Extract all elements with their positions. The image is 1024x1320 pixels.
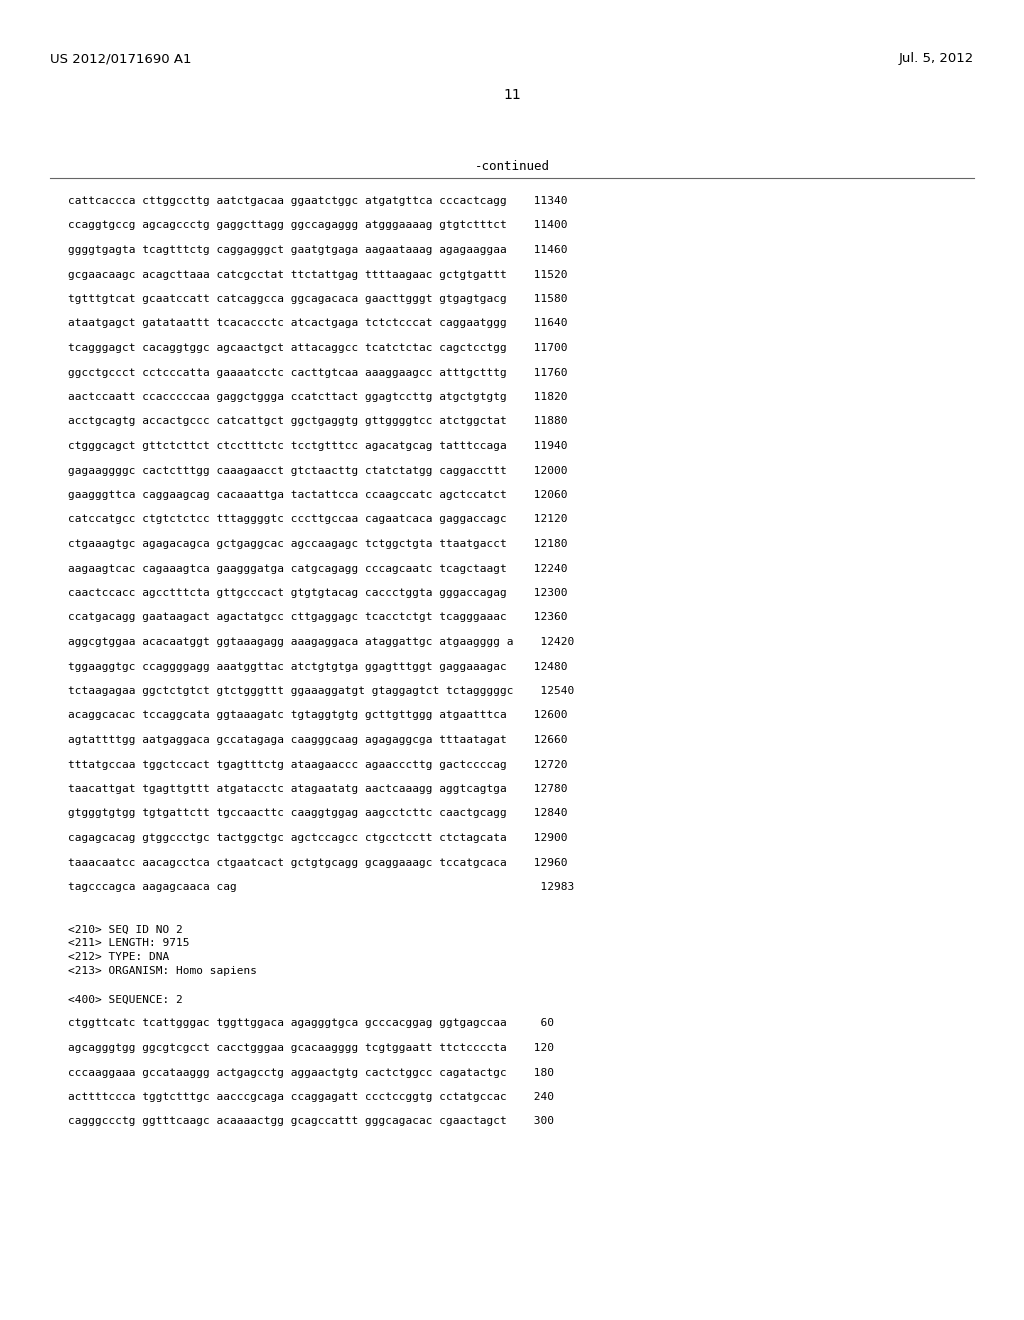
Text: cccaaggaaa gccataaggg actgagcctg aggaactgtg cactctggcc cagatactgc    180: cccaaggaaa gccataaggg actgagcctg aggaact…: [68, 1068, 554, 1077]
Text: ccatgacagg gaataagact agactatgcc cttgaggagc tcacctctgt tcagggaaac    12360: ccatgacagg gaataagact agactatgcc cttgagg…: [68, 612, 567, 623]
Text: <400> SEQUENCE: 2: <400> SEQUENCE: 2: [68, 994, 182, 1005]
Text: taaacaatcc aacagcctca ctgaatcact gctgtgcagg gcaggaaagc tccatgcaca    12960: taaacaatcc aacagcctca ctgaatcact gctgtgc…: [68, 858, 567, 867]
Text: cagagcacag gtggccctgc tactggctgc agctccagcc ctgcctcctt ctctagcata    12900: cagagcacag gtggccctgc tactggctgc agctcca…: [68, 833, 567, 843]
Text: <212> TYPE: DNA: <212> TYPE: DNA: [68, 953, 169, 962]
Text: taacattgat tgagttgttt atgatacctc atagaatatg aactcaaagg aggtcagtga    12780: taacattgat tgagttgttt atgatacctc atagaat…: [68, 784, 567, 795]
Text: gagaaggggc cactctttgg caaagaacct gtctaacttg ctatctatgg caggaccttt    12000: gagaaggggc cactctttgg caaagaacct gtctaac…: [68, 466, 567, 475]
Text: gaagggttca caggaagcag cacaaattga tactattcca ccaagccatc agctccatct    12060: gaagggttca caggaagcag cacaaattga tactatt…: [68, 490, 567, 500]
Text: tgtttgtcat gcaatccatt catcaggcca ggcagacaca gaacttgggt gtgagtgacg    11580: tgtttgtcat gcaatccatt catcaggcca ggcagac…: [68, 294, 567, 304]
Text: caactccacc agcctttcta gttgcccact gtgtgtacag caccctggta gggaccagag    12300: caactccacc agcctttcta gttgcccact gtgtgta…: [68, 587, 567, 598]
Text: tttatgccaa tggctccact tgagtttctg ataagaaccc agaacccttg gactccccag    12720: tttatgccaa tggctccact tgagtttctg ataagaa…: [68, 759, 567, 770]
Text: acctgcagtg accactgccc catcattgct ggctgaggtg gttggggtcc atctggctat    11880: acctgcagtg accactgccc catcattgct ggctgag…: [68, 417, 567, 426]
Text: agcagggtgg ggcgtcgcct cacctgggaa gcacaagggg tcgtggaatt ttctccccta    120: agcagggtgg ggcgtcgcct cacctgggaa gcacaag…: [68, 1043, 554, 1053]
Text: tcagggagct cacaggtggc agcaactgct attacaggcc tcatctctac cagctcctgg    11700: tcagggagct cacaggtggc agcaactgct attacag…: [68, 343, 567, 352]
Text: ataatgagct gatataattt tcacaccctc atcactgaga tctctcccat caggaatggg    11640: ataatgagct gatataattt tcacaccctc atcactg…: [68, 318, 567, 329]
Text: cagggccctg ggtttcaagc acaaaactgg gcagccattt gggcagacac cgaactagct    300: cagggccctg ggtttcaagc acaaaactgg gcagcca…: [68, 1117, 554, 1126]
Text: catccatgcc ctgtctctcc tttaggggtc cccttgccaa cagaatcaca gaggaccagc    12120: catccatgcc ctgtctctcc tttaggggtc cccttgc…: [68, 515, 567, 524]
Text: aactccaatt ccacccccaa gaggctggga ccatcttact ggagtccttg atgctgtgtg    11820: aactccaatt ccacccccaa gaggctggga ccatctt…: [68, 392, 567, 403]
Text: ctggttcatc tcattgggac tggttggaca agagggtgca gcccacggag ggtgagccaa     60: ctggttcatc tcattgggac tggttggaca agagggt…: [68, 1019, 554, 1028]
Text: aagaagtcac cagaaagtca gaagggatga catgcagagg cccagcaatc tcagctaagt    12240: aagaagtcac cagaaagtca gaagggatga catgcag…: [68, 564, 567, 573]
Text: tggaaggtgc ccaggggagg aaatggttac atctgtgtga ggagtttggt gaggaaagac    12480: tggaaggtgc ccaggggagg aaatggttac atctgtg…: [68, 661, 567, 672]
Text: US 2012/0171690 A1: US 2012/0171690 A1: [50, 51, 191, 65]
Text: -continued: -continued: [474, 160, 550, 173]
Text: ctgggcagct gttctcttct ctcctttctc tcctgtttcc agacatgcag tatttccaga    11940: ctgggcagct gttctcttct ctcctttctc tcctgtt…: [68, 441, 567, 451]
Text: cattcaccca cttggccttg aatctgacaa ggaatctggc atgatgttca cccactcagg    11340: cattcaccca cttggccttg aatctgacaa ggaatct…: [68, 195, 567, 206]
Text: gcgaacaagc acagcttaaa catcgcctat ttctattgag ttttaagaac gctgtgattt    11520: gcgaacaagc acagcttaaa catcgcctat ttctatt…: [68, 269, 567, 280]
Text: acttttccca tggtctttgc aacccgcaga ccaggagatt ccctccggtg cctatgccac    240: acttttccca tggtctttgc aacccgcaga ccaggag…: [68, 1092, 554, 1102]
Text: aggcgtggaa acacaatggt ggtaaagagg aaagaggaca ataggattgc atgaagggg a    12420: aggcgtggaa acacaatggt ggtaaagagg aaagagg…: [68, 638, 574, 647]
Text: ctgaaagtgc agagacagca gctgaggcac agccaagagc tctggctgta ttaatgacct    12180: ctgaaagtgc agagacagca gctgaggcac agccaag…: [68, 539, 567, 549]
Text: <213> ORGANISM: Homo sapiens: <213> ORGANISM: Homo sapiens: [68, 966, 257, 977]
Text: <210> SEQ ID NO 2: <210> SEQ ID NO 2: [68, 924, 182, 935]
Text: ggggtgagta tcagtttctg caggagggct gaatgtgaga aagaataaag agagaaggaa    11460: ggggtgagta tcagtttctg caggagggct gaatgtg…: [68, 246, 567, 255]
Text: Jul. 5, 2012: Jul. 5, 2012: [899, 51, 974, 65]
Text: 11: 11: [503, 88, 521, 102]
Text: gtgggtgtgg tgtgattctt tgccaacttc caaggtggag aagcctcttc caactgcagg    12840: gtgggtgtgg tgtgattctt tgccaacttc caaggtg…: [68, 808, 567, 818]
Text: tagcccagca aagagcaaca cag                                             12983: tagcccagca aagagcaaca cag 12983: [68, 882, 574, 892]
Text: agtattttgg aatgaggaca gccatagaga caagggcaag agagaggcga tttaatagat    12660: agtattttgg aatgaggaca gccatagaga caagggc…: [68, 735, 567, 744]
Text: <211> LENGTH: 9715: <211> LENGTH: 9715: [68, 939, 189, 949]
Text: ccaggtgccg agcagccctg gaggcttagg ggccagaggg atgggaaaag gtgtctttct    11400: ccaggtgccg agcagccctg gaggcttagg ggccaga…: [68, 220, 567, 231]
Text: acaggcacac tccaggcata ggtaaagatc tgtaggtgtg gcttgttggg atgaatttca    12600: acaggcacac tccaggcata ggtaaagatc tgtaggt…: [68, 710, 567, 721]
Text: ggcctgccct cctcccatta gaaaatcctc cacttgtcaa aaaggaagcc atttgctttg    11760: ggcctgccct cctcccatta gaaaatcctc cacttgt…: [68, 367, 567, 378]
Text: tctaagagaa ggctctgtct gtctgggttt ggaaaggatgt gtaggagtct tctagggggc    12540: tctaagagaa ggctctgtct gtctgggttt ggaaagg…: [68, 686, 574, 696]
